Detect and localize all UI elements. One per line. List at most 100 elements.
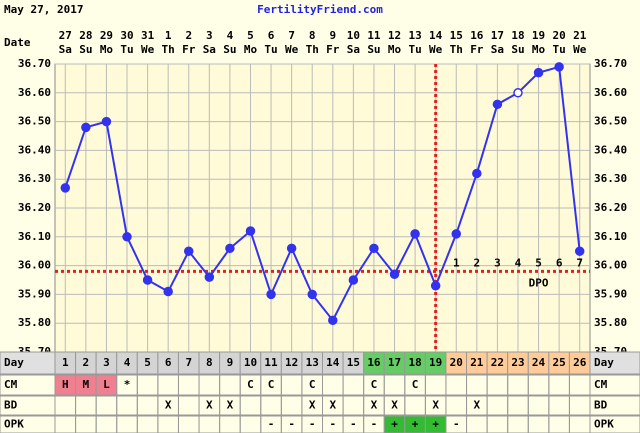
cell-text: 19 xyxy=(429,356,442,369)
weekday-label: Tu xyxy=(120,43,133,56)
y-tick-label-right: 36.20 xyxy=(594,201,627,214)
cell-text: 22 xyxy=(491,356,504,369)
cell-text: 16 xyxy=(367,356,381,369)
cell-text: 7 xyxy=(185,356,192,369)
cell-text: X xyxy=(391,399,398,412)
y-tick-label-right: 35.90 xyxy=(594,287,627,300)
date-label: 8 xyxy=(309,29,316,42)
cell-text: 14 xyxy=(326,356,340,369)
weekday-label: We xyxy=(429,43,443,56)
cell-text: 21 xyxy=(470,356,484,369)
weekday-label: Tu xyxy=(264,43,277,56)
dpo-title: DPO xyxy=(529,276,549,289)
cell-text: L xyxy=(103,378,110,391)
cell-text: C xyxy=(412,378,419,391)
date-label: 2 xyxy=(185,29,192,42)
weekday-label: We xyxy=(285,43,299,56)
weekday-label: We xyxy=(573,43,587,56)
weekday-label: Th xyxy=(450,43,463,56)
cell-text: 23 xyxy=(511,356,524,369)
date-label: 13 xyxy=(408,29,421,42)
temp-point xyxy=(245,226,256,236)
dpo-label: 1 xyxy=(453,256,460,269)
temp-point xyxy=(369,243,379,254)
cell-text: 18 xyxy=(408,356,421,369)
y-tick-label-right: 36.10 xyxy=(594,230,627,243)
temp-point xyxy=(266,289,276,300)
cell-text: - xyxy=(309,418,316,431)
cell-text: C xyxy=(268,378,275,391)
temp-point xyxy=(451,229,461,239)
cell-text: 1 xyxy=(62,356,69,369)
cell-text: 5 xyxy=(144,356,151,369)
date-label: 11 xyxy=(367,29,381,42)
temp-point xyxy=(410,229,420,239)
date-label: 15 xyxy=(450,29,463,42)
y-tick-label-right: 36.30 xyxy=(594,172,627,185)
date-label: 16 xyxy=(470,29,484,42)
temp-point xyxy=(328,315,338,326)
weekday-label: Su xyxy=(79,43,92,56)
temp-point xyxy=(492,99,503,110)
cell-text: X xyxy=(329,399,336,412)
weekday-label: Su xyxy=(511,43,524,56)
cell-text: 25 xyxy=(553,356,566,369)
cell-text: + xyxy=(432,418,439,431)
date-label: 27 xyxy=(59,29,72,42)
row-label: CM xyxy=(4,378,18,391)
cell-text: + xyxy=(391,418,398,431)
date-label: 28 xyxy=(79,29,92,42)
cell xyxy=(568,374,591,396)
row-label-right: CM xyxy=(594,378,608,391)
weekday-label: Mo xyxy=(100,43,114,56)
cell-text: C xyxy=(309,378,316,391)
dpo-label: 4 xyxy=(515,256,522,269)
dpo-label: 5 xyxy=(535,256,542,269)
dpo-label: 2 xyxy=(474,256,481,269)
date-label: 20 xyxy=(553,29,566,42)
cell-text: - xyxy=(350,418,357,431)
cell-text: 26 xyxy=(573,356,587,369)
y-tick-label: 36.50 xyxy=(18,115,51,128)
weekday-label: Fr xyxy=(470,43,484,56)
temp-point xyxy=(225,243,235,254)
temp-point xyxy=(307,289,317,300)
temp-point xyxy=(184,246,194,256)
cell-text: 10 xyxy=(244,356,257,369)
row-label-right: Day xyxy=(594,356,614,369)
temp-point xyxy=(513,88,523,98)
temp-point xyxy=(101,116,112,127)
y-tick-label-right: 36.70 xyxy=(594,57,627,70)
y-tick-label: 36.20 xyxy=(18,201,51,214)
date-label: 6 xyxy=(268,29,275,42)
temp-point xyxy=(348,275,359,285)
y-tick-label-right: 35.80 xyxy=(594,316,627,329)
cell-text: - xyxy=(268,418,275,431)
cell-text: X xyxy=(206,399,213,412)
temp-point xyxy=(389,269,400,279)
cell-text: 4 xyxy=(124,356,131,369)
temp-point xyxy=(430,281,441,291)
date-label: 31 xyxy=(141,29,155,42)
header-site[interactable]: FertilityFriend.com xyxy=(257,3,383,16)
cell-text: X xyxy=(432,399,439,412)
date-label: 21 xyxy=(573,29,587,42)
y-tick-label: 35.80 xyxy=(18,316,51,329)
weekday-label: Fr xyxy=(326,43,340,56)
dpo-label: 6 xyxy=(556,256,563,269)
cell-text: X xyxy=(474,399,481,412)
weekday-label: Tu xyxy=(553,43,566,56)
dpo-label: 3 xyxy=(494,256,501,269)
cell-text: - xyxy=(453,418,460,431)
date-label: 30 xyxy=(120,29,133,42)
temp-point xyxy=(81,122,91,133)
weekday-label: Sa xyxy=(203,43,216,56)
x-label: Date xyxy=(4,36,31,49)
cell-text: * xyxy=(124,378,131,391)
cell-text: 13 xyxy=(306,356,319,369)
cell-text: X xyxy=(227,399,234,412)
y-tick-label: 36.60 xyxy=(18,86,51,99)
y-tick-label-right: 36.40 xyxy=(594,143,627,156)
temp-point xyxy=(142,275,153,285)
weekday-label: Su xyxy=(223,43,236,56)
